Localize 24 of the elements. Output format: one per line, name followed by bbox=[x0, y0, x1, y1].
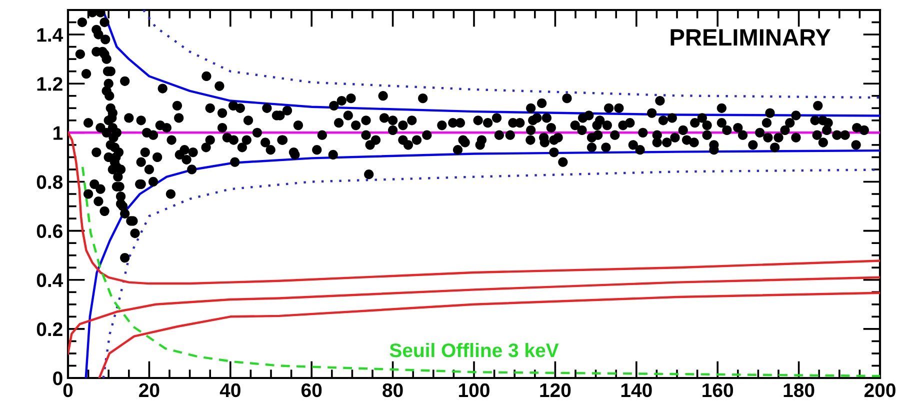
line-series bbox=[68, 132, 880, 285]
y-tick-label: 1.2 bbox=[37, 77, 62, 91]
x-tick-label: 140 bbox=[621, 383, 652, 398]
line-series bbox=[98, 292, 880, 378]
x-tick-label: 200 bbox=[864, 383, 896, 398]
x-tick-label: 120 bbox=[540, 383, 571, 398]
y-tick-label: 0.2 bbox=[36, 322, 62, 336]
y-tick-label: 0.6 bbox=[36, 224, 62, 238]
x-tick-label: 160 bbox=[702, 383, 734, 398]
x-tick-label: 40 bbox=[220, 383, 240, 398]
x-tick-label: 20 bbox=[139, 383, 160, 398]
line-series bbox=[142, 10, 880, 99]
y-tick-label: 0.8 bbox=[36, 175, 63, 189]
y-tick-label: 0.4 bbox=[36, 273, 64, 288]
y-tick-label: 1.4 bbox=[37, 28, 64, 42]
x-tick-label: 180 bbox=[784, 383, 814, 398]
y-tick-label: 1 bbox=[54, 126, 63, 140]
x-tick-label: 80 bbox=[382, 383, 403, 398]
annotation: PRELIMINARY bbox=[670, 29, 831, 46]
x-tick-label: 60 bbox=[302, 383, 322, 398]
x-tick-label: 100 bbox=[459, 383, 490, 398]
series-label: Seuil Offline 3 keV bbox=[390, 342, 559, 358]
y-tick-label: 0 bbox=[53, 371, 62, 386]
x-tick-label: 0 bbox=[63, 383, 73, 398]
